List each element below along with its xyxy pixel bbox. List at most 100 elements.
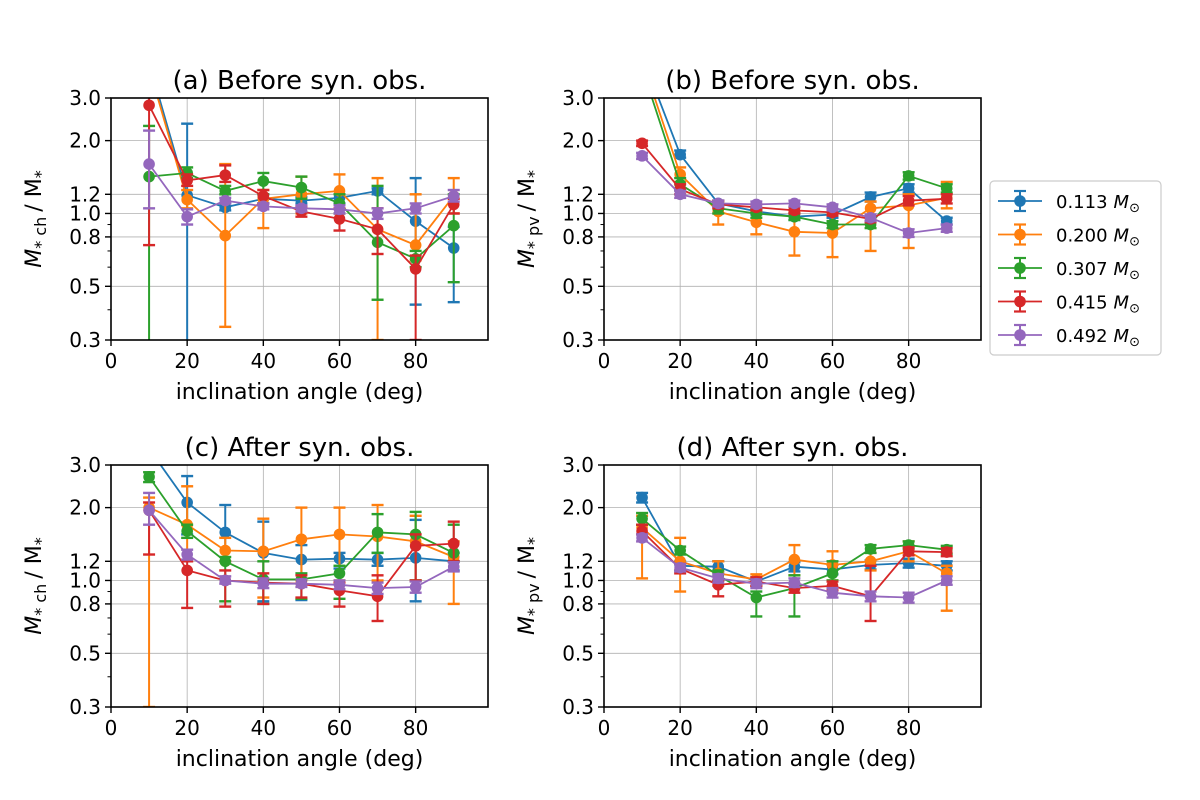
panel-a: 0 20 40 60 80 0.3 0.5 0.81.01.2 2.0 3.0 (a) Before… — [22, 57, 489, 405]
data-point — [674, 544, 686, 557]
data-point — [257, 190, 270, 202]
y-tick-label: 1.2 — [69, 549, 101, 573]
legend-unit: M — [1114, 326, 1130, 347]
x-tick-label: 0 — [105, 716, 118, 740]
data-point — [143, 57, 155, 69]
legend-entry: 0.200 M⊙ — [998, 223, 1140, 250]
x-tick-label: 0 — [598, 716, 611, 740]
y-tick-label: 0.5 — [69, 274, 101, 298]
y-tick-label: 1.0 — [562, 201, 594, 225]
data-point — [219, 555, 232, 568]
legend-entry: 0.307 M⊙ — [998, 256, 1140, 283]
y-tick-label: 0.8 — [562, 225, 594, 249]
data-point — [333, 203, 346, 216]
x-tick-label: 40 — [251, 349, 276, 373]
data-point — [295, 181, 308, 194]
legend-unit-subscript: ⊙ — [1129, 201, 1140, 216]
data-point — [636, 150, 648, 162]
y-tick-label: 3.0 — [562, 453, 594, 477]
legend-value: 0.307 — [1056, 259, 1108, 280]
data-point — [219, 526, 232, 539]
data-point — [181, 210, 193, 223]
y-tick-label: 2.0 — [562, 129, 594, 153]
legend-label: 0.113 M⊙ — [1056, 192, 1140, 216]
y-tick-label: 1.2 — [562, 182, 594, 206]
legend-unit-subscript: ⊙ — [1129, 268, 1140, 283]
data-point — [864, 211, 877, 224]
panel-title: (c) After syn. obs. — [185, 433, 415, 463]
legend-unit: M — [1114, 293, 1130, 314]
x-axis-label: inclination angle (deg) — [669, 747, 917, 772]
data-point — [712, 572, 725, 585]
y-label-den-subscript: * — [31, 537, 50, 545]
data-point — [864, 543, 877, 555]
data-point — [447, 190, 460, 202]
y-tick-label: 0.5 — [562, 641, 594, 665]
y-tick-label: 0.5 — [562, 274, 594, 298]
data-point — [333, 578, 346, 591]
legend-box — [989, 180, 1162, 356]
data-point — [788, 197, 801, 210]
panel-title: (a) Before syn. obs. — [173, 66, 427, 96]
data-point — [181, 174, 193, 187]
data-point — [295, 202, 308, 215]
data-point — [864, 590, 877, 603]
y-label-subscript: * pv — [524, 583, 543, 616]
panel-b: 0 20 40 60 80 0.3 0.5 0.81.01.2 2.0 3.0 (b) Before… — [515, 54, 982, 405]
data-point — [636, 54, 648, 66]
data-point — [333, 528, 346, 541]
data-point — [636, 491, 648, 504]
data-point — [674, 188, 686, 201]
y-tick-label: 2.0 — [69, 129, 101, 153]
y-tick-label: 2.0 — [562, 496, 594, 520]
y-tick-label: 0.3 — [562, 695, 594, 719]
data-point — [940, 574, 953, 587]
data-point — [143, 158, 155, 170]
axes-frame — [110, 97, 489, 341]
data-point — [333, 213, 346, 225]
y-tick-label: 1.0 — [69, 201, 101, 225]
plot-area — [636, 491, 953, 623]
data-point — [826, 586, 839, 599]
y-tick-label: 1.2 — [562, 549, 594, 573]
plot-area — [636, 54, 953, 259]
data-point — [636, 62, 648, 74]
y-tick-label: 0.5 — [69, 641, 101, 665]
data-point — [219, 194, 232, 207]
legend-unit-subscript: ⊙ — [1129, 335, 1140, 350]
data-point — [940, 546, 953, 558]
y-axis-label: M* ch / M* — [22, 537, 50, 634]
data-point — [409, 581, 422, 593]
data-point — [219, 169, 232, 181]
data-point — [181, 548, 193, 561]
data-point — [257, 545, 270, 558]
legend: 0.113 M⊙0.200 M⊙0.307 M⊙0.415 M⊙0.492 M⊙ — [989, 180, 1162, 356]
x-tick-label: 80 — [403, 716, 428, 740]
data-point — [788, 225, 801, 238]
y-tick-label: 3.0 — [562, 86, 594, 110]
data-point — [447, 560, 460, 573]
plot-area — [143, 465, 460, 707]
y-axis-label: M* pv / M* — [515, 537, 543, 635]
axes-frame — [603, 97, 982, 341]
legend-label: 0.200 M⊙ — [1056, 226, 1140, 250]
legend-value: 0.415 — [1056, 293, 1108, 314]
series-0.200 — [156, 98, 460, 340]
axes-frame — [110, 464, 489, 708]
data-point — [902, 170, 915, 182]
x-tick-label: 20 — [667, 716, 692, 740]
y-tick-label: 0.8 — [562, 592, 594, 616]
y-tick-label: 1.0 — [69, 568, 101, 592]
data-point — [295, 577, 308, 590]
data-point — [864, 555, 877, 568]
x-axis-label: inclination angle (deg) — [176, 380, 424, 405]
y-tick-label: 0.8 — [69, 225, 101, 249]
data-point — [143, 504, 155, 517]
x-axis-label: inclination angle (deg) — [176, 747, 424, 772]
data-point — [181, 525, 193, 537]
data-point — [181, 193, 193, 206]
data-point — [181, 564, 193, 577]
y-label-denominator: / M — [22, 178, 47, 211]
data-point — [295, 533, 308, 546]
data-point — [333, 567, 346, 580]
